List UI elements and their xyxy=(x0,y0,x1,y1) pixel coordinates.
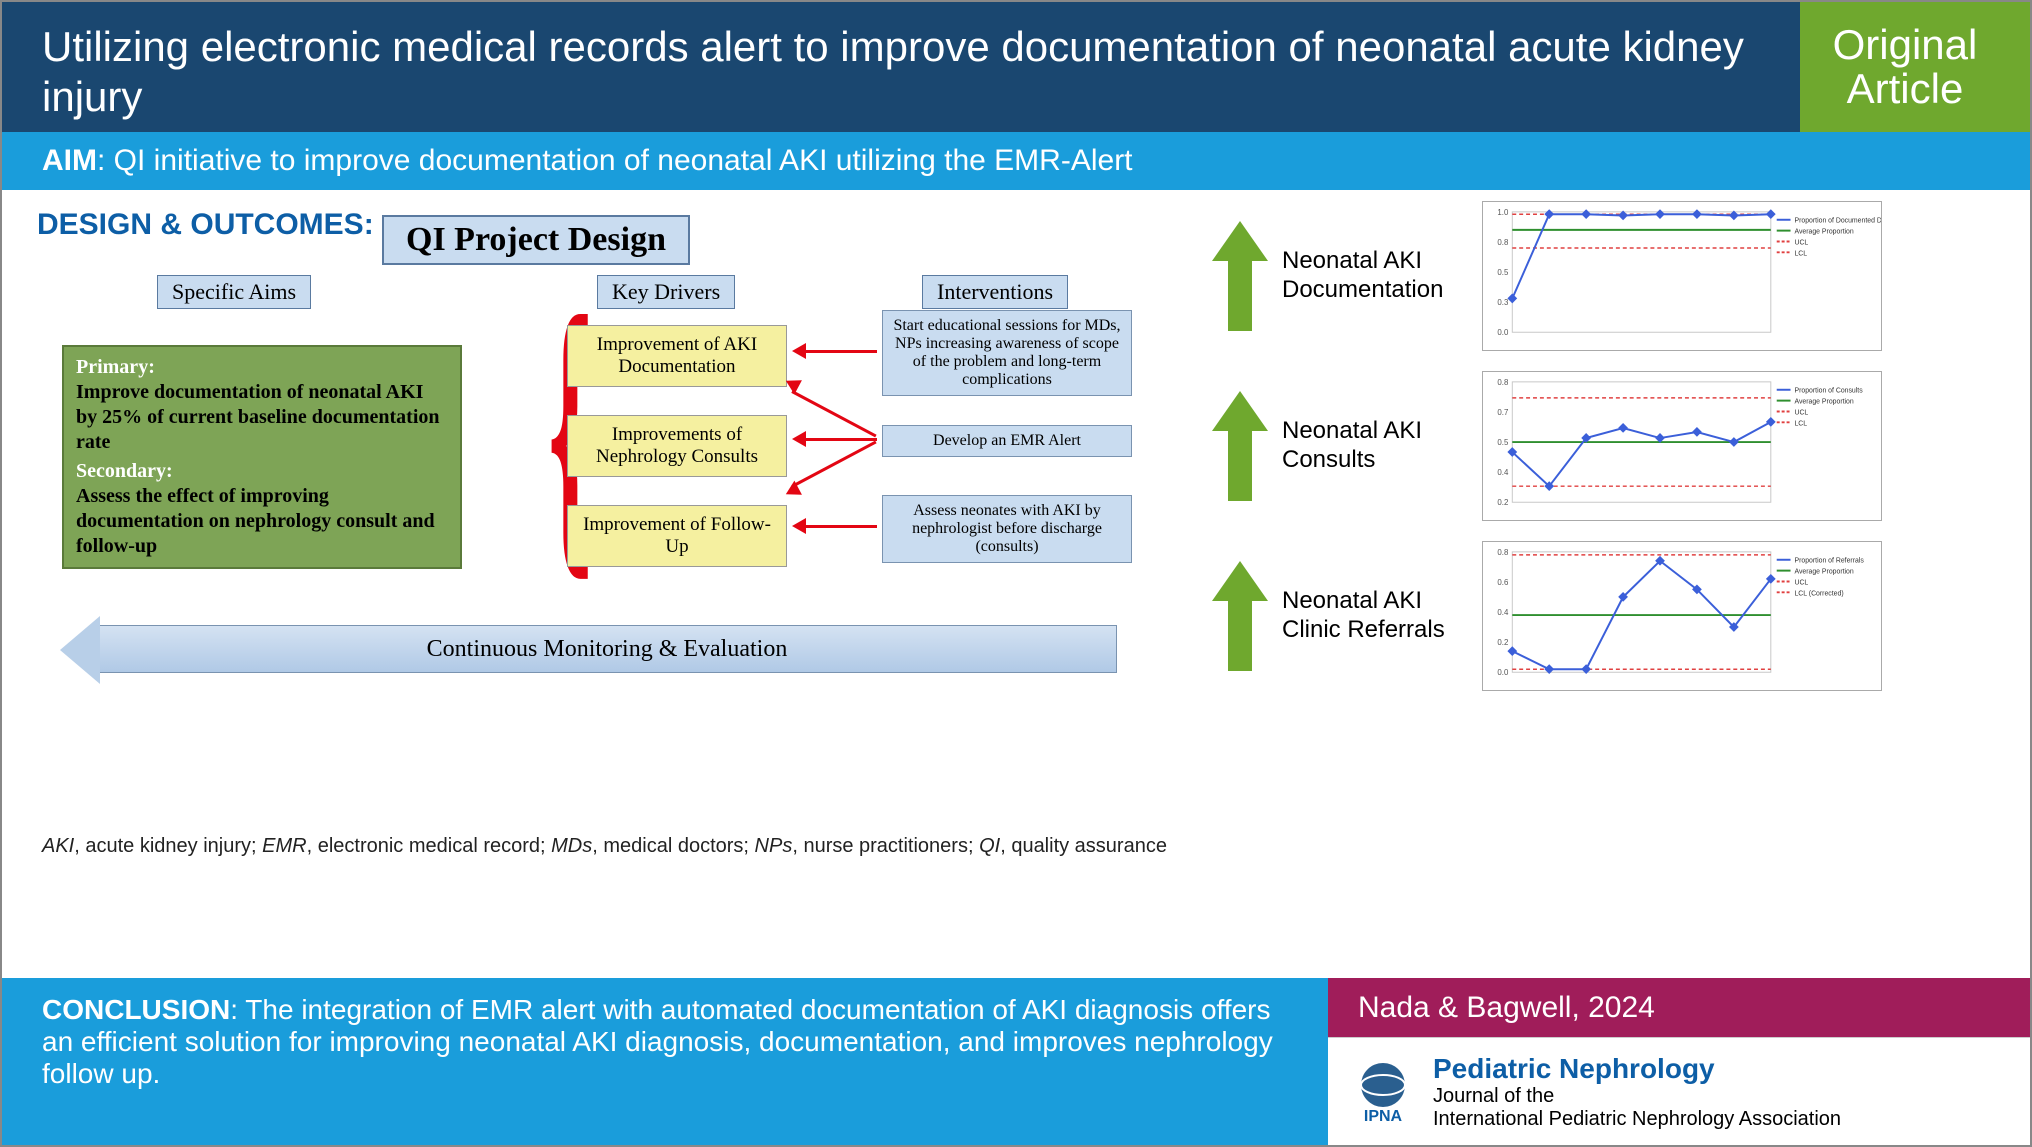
aim-bar: AIM: QI initiative to improve documentat… xyxy=(2,132,2030,190)
journal-text: Pediatric Nephrology Journal of the Inte… xyxy=(1433,1053,1841,1131)
intervention-assess: Assess neonates with AKI by nephrologist… xyxy=(882,495,1132,563)
svg-text:0.2: 0.2 xyxy=(1497,638,1508,647)
outcome-label-consults: Neonatal AKI Consults xyxy=(1282,417,1472,475)
article-type-badge: Original Article xyxy=(1800,2,2030,132)
arrow-head-icon xyxy=(792,518,806,534)
aim-label: AIM xyxy=(42,144,97,177)
intervention-education: Start educational sessions for MDs, NPs … xyxy=(882,310,1132,396)
up-arrow-icon xyxy=(1212,391,1267,501)
primary-body: Improve documentation of neonatal AKI by… xyxy=(76,380,448,455)
svg-text:LCL: LCL xyxy=(1794,250,1807,257)
secondary-label: Secondary: xyxy=(76,459,448,484)
continuous-monitoring-arrow: Continuous Monitoring & Evaluation xyxy=(97,625,1117,673)
outcome-row: Neonatal AKI Clinic Referrals Proportion… xyxy=(1212,536,1952,696)
svg-text:0.8: 0.8 xyxy=(1497,548,1509,557)
svg-text:Proportion of Documented Diagn: Proportion of Documented Diagnosis xyxy=(1794,218,1881,225)
svg-text:LCL: LCL xyxy=(1794,420,1807,427)
arrow-head-icon xyxy=(792,343,806,359)
svg-text:IPNA: IPNA xyxy=(1364,1108,1403,1125)
svg-text:Proportion of Referrals: Proportion of Referrals xyxy=(1794,558,1864,565)
driver-followup: Improvement of Follow-Up xyxy=(567,505,787,567)
primary-label: Primary: xyxy=(76,355,448,380)
outcome-label-documentation: Neonatal AKI Documentation xyxy=(1282,247,1472,305)
driver-consults: Improvements of Nephrology Consults xyxy=(567,415,787,477)
svg-text:UCL: UCL xyxy=(1794,239,1808,246)
col-specific-aims: Specific Aims xyxy=(157,275,311,309)
svg-text:0.3: 0.3 xyxy=(1497,298,1509,307)
conclusion-bar: CONCLUSION: The integration of EMR alert… xyxy=(2,978,1332,1145)
svg-text:0.5: 0.5 xyxy=(1497,268,1509,277)
up-arrow-icon xyxy=(1212,221,1267,331)
authors-text: Nada & Bagwell, 2024 xyxy=(1358,991,1655,1025)
up-arrow-icon xyxy=(1212,561,1267,671)
svg-text:0.8: 0.8 xyxy=(1497,238,1509,247)
svg-text:Average Proportion: Average Proportion xyxy=(1794,569,1853,576)
journal-name: Pediatric Nephrology xyxy=(1433,1053,1841,1085)
svg-text:0.8: 0.8 xyxy=(1497,378,1509,387)
arrow-line xyxy=(802,438,877,441)
arrow-line xyxy=(802,350,877,353)
col-interventions: Interventions xyxy=(922,275,1068,309)
svg-text:UCL: UCL xyxy=(1794,579,1808,586)
abbreviations: AKI, acute kidney injury; EMR, electroni… xyxy=(42,835,1167,858)
svg-text:UCL: UCL xyxy=(1794,409,1808,416)
svg-text:0.2: 0.2 xyxy=(1497,498,1508,507)
outcome-row: Neonatal AKI Documentation Proportion of… xyxy=(1212,196,1952,356)
svg-text:Average Proportion: Average Proportion xyxy=(1794,229,1853,236)
authors-bar: Nada & Bagwell, 2024 xyxy=(1328,978,2030,1037)
svg-text:0.5: 0.5 xyxy=(1497,438,1509,447)
main-content: DESIGN & OUTCOMES: QI Project Design Spe… xyxy=(2,190,2030,870)
ipna-logo-icon: IPNA xyxy=(1348,1057,1418,1127)
svg-text:0.7: 0.7 xyxy=(1497,408,1508,417)
svg-text:0.4: 0.4 xyxy=(1497,608,1509,617)
outcomes-column: Neonatal AKI Documentation Proportion of… xyxy=(1212,196,1952,706)
page-title: Utilizing electronic medical records ale… xyxy=(2,2,1800,132)
conclusion-label: CONCLUSION xyxy=(42,994,230,1025)
svg-text:LCL (Corrected): LCL (Corrected) xyxy=(1794,590,1843,597)
svg-text:0.6: 0.6 xyxy=(1497,578,1509,587)
svg-text:0.4: 0.4 xyxy=(1497,468,1509,477)
journal-sub2: International Pediatric Nephrology Assoc… xyxy=(1433,1108,1841,1131)
qi-project-title: QI Project Design xyxy=(382,215,690,265)
header: Utilizing electronic medical records ale… xyxy=(2,2,2030,132)
badge-line1: Original xyxy=(1833,23,1978,67)
col-key-drivers: Key Drivers xyxy=(597,275,735,309)
svg-text:0.0: 0.0 xyxy=(1497,668,1509,677)
badge-line2: Article xyxy=(1847,67,1964,111)
chart-referrals: Proportion of Referrals Average Proportio… xyxy=(1482,541,1882,691)
continuous-text: Continuous Monitoring & Evaluation xyxy=(427,636,788,663)
arrow-head-icon xyxy=(792,431,806,447)
secondary-body: Assess the effect of improving documenta… xyxy=(76,484,448,559)
arrow-line xyxy=(791,441,876,488)
svg-text:1.0: 1.0 xyxy=(1497,208,1509,217)
chart-consults: Proportion of Consults Average Proportion… xyxy=(1482,371,1882,521)
journal-block: IPNA Pediatric Nephrology Journal of the… xyxy=(1328,1037,2030,1145)
outcome-label-referrals: Neonatal AKI Clinic Referrals xyxy=(1282,587,1472,645)
svg-text:0.0: 0.0 xyxy=(1497,328,1509,337)
intervention-emr-alert: Develop an EMR Alert xyxy=(882,425,1132,457)
svg-text:Proportion of Consults: Proportion of Consults xyxy=(1794,388,1863,395)
specific-aims-box: Primary: Improve documentation of neonat… xyxy=(62,345,462,569)
driver-documentation: Improvement of AKI Documentation xyxy=(567,325,787,387)
svg-text:Average Proportion: Average Proportion xyxy=(1794,399,1853,406)
chart-documentation: Proportion of Documented Diagnosis Averag… xyxy=(1482,201,1882,351)
aim-text: : QI initiative to improve documentation… xyxy=(97,144,1133,177)
journal-sub1: Journal of the xyxy=(1433,1085,1841,1108)
arrow-line xyxy=(802,525,877,528)
outcome-row: Neonatal AKI Consults Proportion of Cons… xyxy=(1212,366,1952,526)
